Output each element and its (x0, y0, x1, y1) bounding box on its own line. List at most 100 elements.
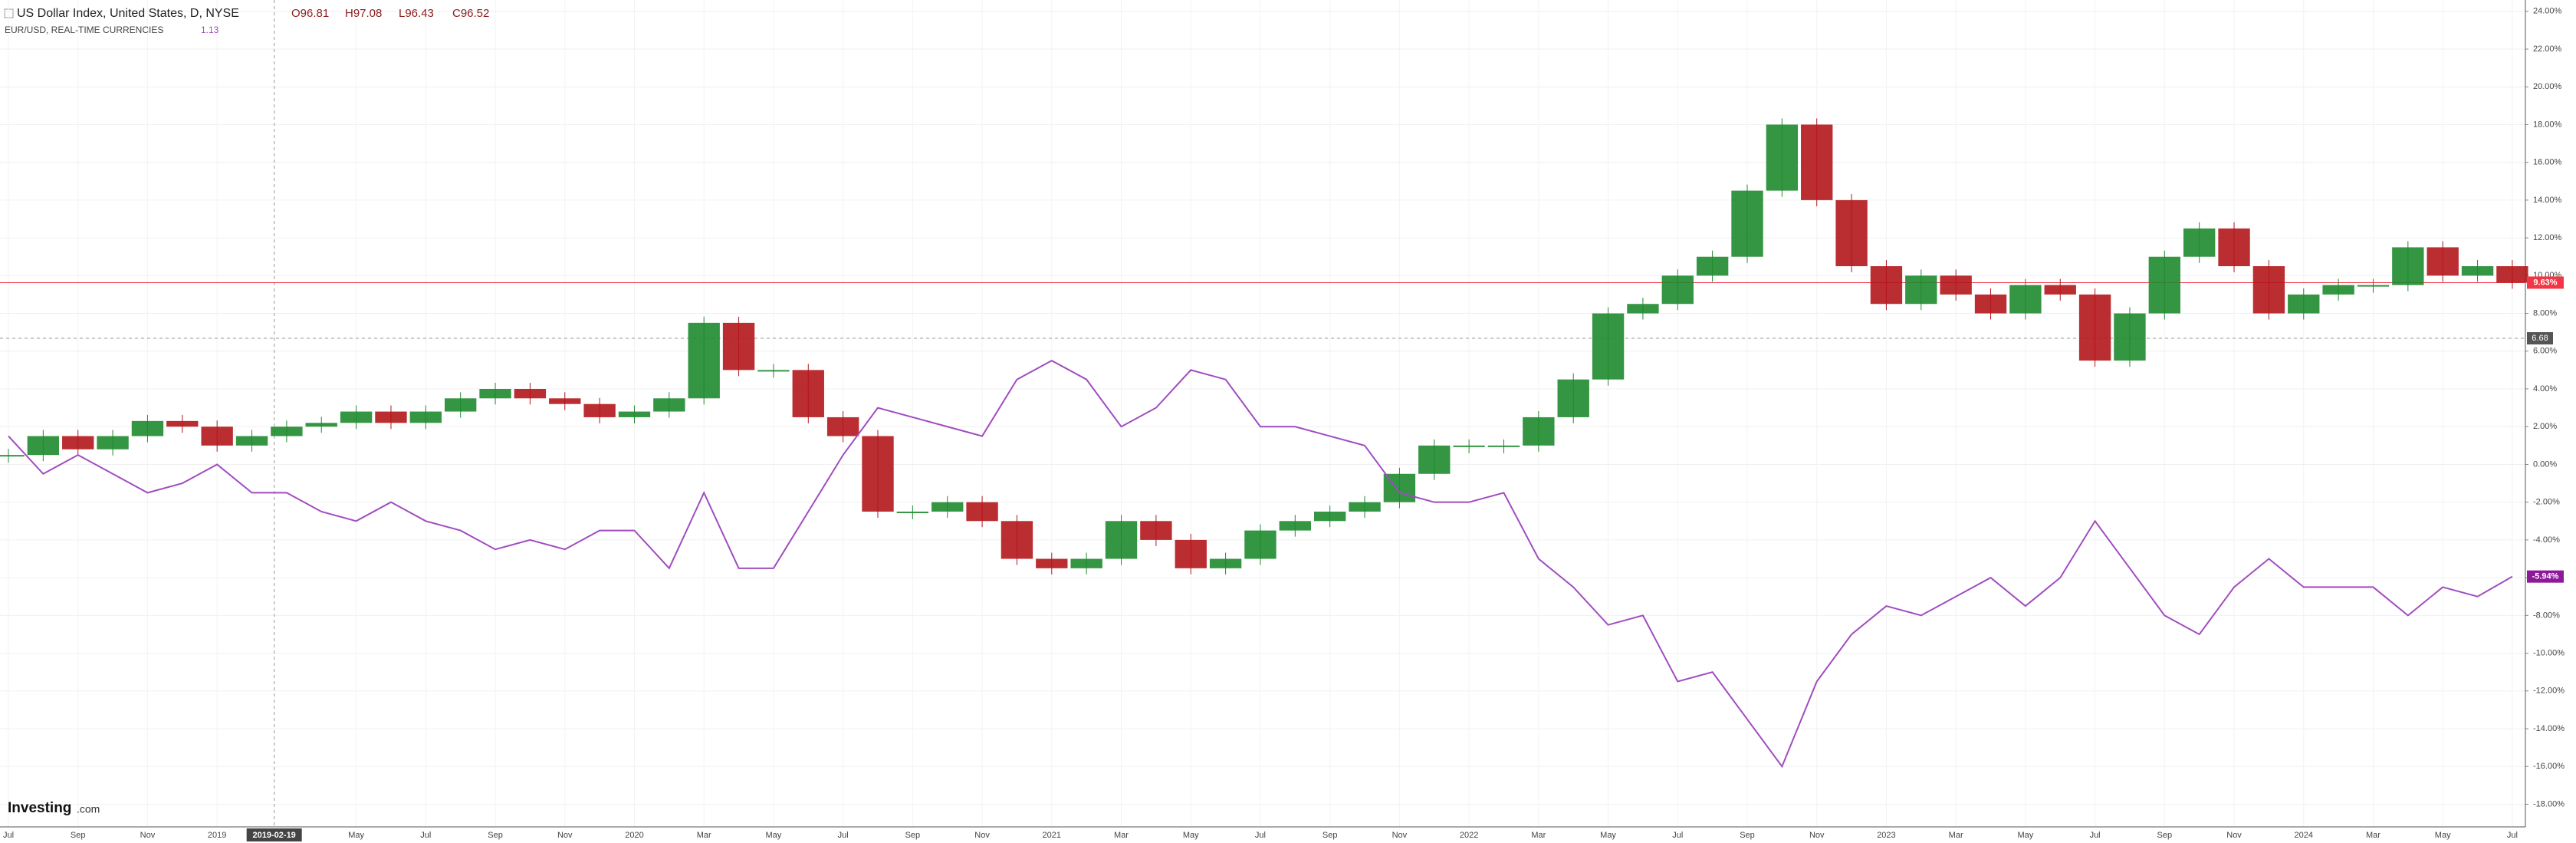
candle (583, 403, 616, 417)
candle (271, 426, 303, 436)
y-tick-label: -10.00% (2533, 648, 2564, 657)
candle (2288, 294, 2320, 314)
y-tick-label: -12.00% (2533, 687, 2564, 696)
x-tick-label: Sep (1322, 831, 1338, 840)
x-tick-label: 2022 (1460, 831, 1478, 840)
candle (1140, 521, 1172, 540)
candle (653, 398, 685, 412)
candle (1766, 124, 1799, 191)
y-tick-label: -4.00% (2533, 535, 2560, 545)
candle (1244, 530, 1276, 559)
candle (1835, 199, 1868, 267)
candle (2218, 228, 2250, 267)
candle (1418, 445, 1451, 474)
x-tick-label: Jul (2090, 831, 2101, 840)
x-tick-label: Nov (140, 831, 156, 840)
compare-value: 1.13 (201, 25, 219, 35)
candle (340, 411, 373, 423)
logo: Investing (8, 800, 71, 816)
y-tick-label: 12.00% (2533, 233, 2562, 242)
y-tick-label: -16.00% (2533, 762, 2564, 771)
candle (479, 389, 511, 399)
candle (1105, 521, 1138, 559)
candle (305, 423, 337, 427)
x-tick-label: May (1183, 831, 1199, 840)
x-tick-label: May (766, 831, 782, 840)
candle (2496, 266, 2528, 283)
candle (2183, 228, 2216, 257)
price-badge (2527, 276, 2564, 289)
x-tick-label: Sep (1740, 831, 1755, 840)
x-tick-label: Jul (420, 831, 431, 840)
candle (97, 436, 129, 449)
candle (896, 511, 929, 513)
candle (514, 389, 547, 399)
y-tick-label: 6.00% (2533, 347, 2557, 356)
y-tick-label: 14.00% (2533, 196, 2562, 205)
candle (0, 455, 25, 457)
crosshair-badge (246, 828, 302, 841)
crosshair-badge (2527, 332, 2553, 345)
candle (826, 417, 859, 436)
x-tick-label: Nov (557, 831, 573, 840)
y-tick-label: 18.00% (2533, 120, 2562, 129)
ohlc-value: C96.52 (452, 7, 489, 20)
candle (1696, 256, 1729, 276)
x-tick-label: Jul (1672, 831, 1683, 840)
candle (1001, 521, 1033, 559)
x-tick-label: May (2017, 831, 2033, 840)
x-tick-label: May (348, 831, 364, 840)
y-tick-label: -2.00% (2533, 498, 2560, 507)
x-tick-label: Mar (1114, 831, 1129, 840)
candle (792, 370, 824, 417)
chart-title: US Dollar Index, United States, D, NYSE (17, 7, 239, 20)
x-tick-label: Jul (1255, 831, 1266, 840)
x-tick-label: Nov (1809, 831, 1825, 840)
candle (62, 436, 94, 449)
x-tick-label: 2019 (208, 831, 226, 840)
crosshair-y-label: 6.68 (2532, 334, 2548, 343)
x-tick-label: Nov (1392, 831, 1408, 840)
y-tick-label: 20.00% (2533, 82, 2562, 91)
candle (722, 322, 755, 370)
candle (2044, 285, 2076, 295)
price-badge-label: -5.94% (2532, 572, 2559, 581)
x-tick-label: Jul (2507, 831, 2518, 840)
candle (1209, 558, 1242, 568)
y-tick-label: 0.00% (2533, 459, 2557, 469)
candle (1487, 445, 1520, 447)
y-tick-label: 24.00% (2533, 7, 2562, 16)
x-tick-label: Jul (3, 831, 14, 840)
x-tick-label: 2024 (2295, 831, 2313, 840)
candle (1731, 190, 1763, 257)
x-tick-label: 2020 (625, 831, 643, 840)
candle (201, 426, 233, 446)
x-tick-label: Mar (1949, 831, 1963, 840)
candle (1036, 558, 1068, 568)
y-tick-label: -8.00% (2533, 611, 2560, 620)
y-tick-label: 8.00% (2533, 308, 2557, 318)
y-tick-label: 22.00% (2533, 44, 2562, 54)
x-tick-label: Sep (71, 831, 86, 840)
x-tick-label: May (2435, 831, 2451, 840)
x-tick-label: Mar (697, 831, 711, 840)
ohlc-value: L96.43 (399, 7, 434, 20)
candle (1523, 417, 1555, 446)
crosshair-x-label: 2019-02-19 (253, 831, 296, 840)
candle (1801, 124, 1833, 200)
candle (375, 411, 407, 423)
candle (409, 411, 442, 423)
candle (932, 502, 964, 512)
candle (966, 502, 998, 522)
candle (1661, 275, 1694, 305)
candle (1870, 266, 1903, 305)
candle (445, 398, 477, 412)
ohlc-value: O96.81 (291, 7, 329, 20)
line-series (8, 359, 2513, 769)
candle (1627, 304, 1659, 314)
x-tick-label: Jul (838, 831, 849, 840)
x-tick-label: Sep (905, 831, 921, 840)
candle (2426, 247, 2459, 276)
x-tick-label: May (1600, 831, 1616, 840)
candle (1940, 275, 1972, 295)
